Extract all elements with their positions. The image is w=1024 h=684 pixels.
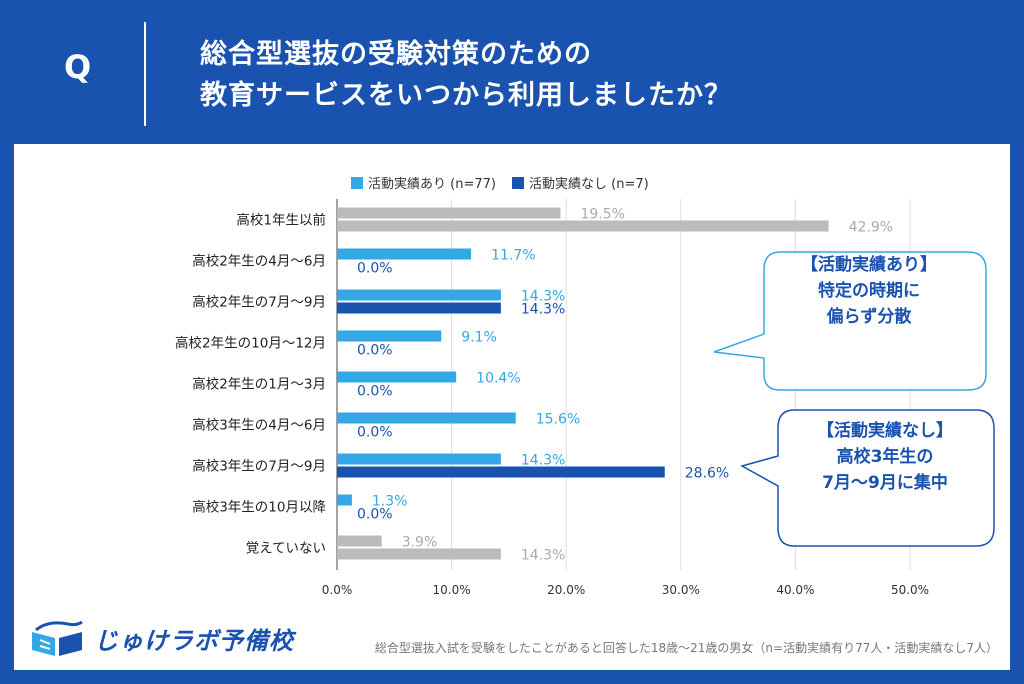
legend-label-2: 活動実績なし (n=7) (529, 176, 649, 192)
data-label-series-1: 19.5% (580, 207, 624, 223)
page-title: 総合型選抜の受験対策のための 教育サービスをいつから利用しましたか？ (200, 34, 732, 116)
bar-series-2 (337, 466, 665, 478)
data-label-series-1: 3.9% (402, 535, 438, 551)
callout-a-line-1: 【活動実績あり】 (801, 255, 937, 275)
category-label: 高校1年生以前 (236, 212, 326, 229)
bar-series-1 (337, 289, 501, 301)
bar-series-2 (337, 548, 501, 560)
x-tick-label: 50.0% (891, 583, 929, 597)
bar-series-1 (337, 248, 472, 260)
callout-b-line-3: 7月〜9月に集中 (822, 473, 948, 493)
category-label: 高校2年生の1月〜3月 (192, 376, 326, 393)
data-label-series-2: 14.3% (521, 302, 565, 318)
data-label-series-1: 9.1% (461, 330, 497, 346)
bar-series-1 (337, 453, 501, 465)
bar-series (337, 207, 829, 560)
bar-series-2 (337, 220, 829, 232)
x-tick-label: 30.0% (662, 583, 700, 597)
callout-a-line-2: 特定の時期に (818, 281, 920, 301)
callout-a-line-3: 偏らず分散 (826, 307, 912, 327)
callout-a-bubble (713, 251, 987, 391)
bar-series-2 (337, 302, 501, 314)
callout-b-line-2: 高校3年生の (836, 447, 934, 467)
callout-b-bubble (740, 409, 995, 547)
category-label: 高校3年生の4月〜6月 (192, 417, 326, 434)
data-label-series-2: 14.3% (521, 548, 565, 564)
callout-b-line-1: 【活動実績なし】 (817, 421, 953, 441)
data-label-series-1: 15.6% (536, 412, 580, 428)
data-label-series-1: 11.7% (491, 248, 535, 264)
brand-logo: じゅけラボ予備校 (28, 618, 294, 658)
data-label-series-2: 0.0% (357, 425, 393, 441)
data-label-series-1: 14.3% (521, 453, 565, 469)
data-label-series-1: 10.4% (476, 371, 520, 387)
bar-series-1 (337, 207, 561, 219)
chart-panel (14, 144, 1010, 670)
category-label: 覚えていない (246, 541, 326, 557)
category-label: 高校2年生の4月〜6月 (192, 253, 326, 270)
x-tick-label: 40.0% (776, 583, 814, 597)
bar-series-1 (337, 494, 352, 506)
legend-swatch-2 (512, 177, 524, 189)
data-label-series-2: 0.0% (357, 384, 393, 400)
category-label: 高校2年生の7月〜9月 (192, 294, 326, 311)
bar-series-1 (337, 371, 457, 383)
data-label-series-2: 0.0% (357, 343, 393, 359)
category-label: 高校2年生の10月〜12月 (175, 335, 326, 352)
legend-swatch-1 (351, 177, 363, 189)
title-line-1: 総合型選抜の受験対策のための (200, 39, 592, 70)
brand-name: じゅけラボ予備校 (94, 626, 294, 655)
open-book-icon (32, 620, 83, 656)
chart-legend: 活動実績あり (n=77) 活動実績なし (n=7) (351, 176, 649, 192)
data-label-series-1: 14.3% (521, 289, 565, 305)
category-label: 高校3年生の7月〜9月 (192, 458, 326, 475)
callout-with-activity: 【活動実績あり】 特定の時期に 偏らず分散 (760, 252, 978, 330)
data-label-series-2: 0.0% (357, 261, 393, 277)
header-divider (144, 22, 146, 126)
survey-footnote: 総合型選抜入試を受験をしたことがあると回答した18歳〜21歳の男女（n=活動実績… (374, 641, 998, 655)
callout-without-activity: 【活動実績なし】 高校3年生の 7月〜9月に集中 (782, 418, 988, 496)
data-label-series-2: 42.9% (849, 220, 893, 236)
x-tick-label: 0.0% (322, 583, 353, 597)
x-tick-label: 20.0% (547, 583, 585, 597)
bar-series-1 (337, 330, 442, 342)
axis-labels: 0.0% 10.0% 20.0% 30.0% 40.0% 50.0% 高校1年生以前 19.5… (175, 207, 929, 598)
data-label-series-2: 0.0% (357, 507, 393, 523)
question-marker: Q (64, 48, 92, 86)
bar-series-1 (337, 412, 516, 424)
data-label-series-2: 28.6% (685, 466, 729, 482)
x-tick-label: 10.0% (433, 583, 471, 597)
category-label: 高校3年生の10月以降 (192, 499, 326, 516)
legend-label-1: 活動実績あり (n=77) (368, 176, 496, 192)
data-label-series-1: 1.3% (372, 494, 408, 510)
title-line-2: 教育サービスをいつから利用しましたか？ (200, 80, 732, 111)
bar-series-1 (337, 535, 382, 547)
